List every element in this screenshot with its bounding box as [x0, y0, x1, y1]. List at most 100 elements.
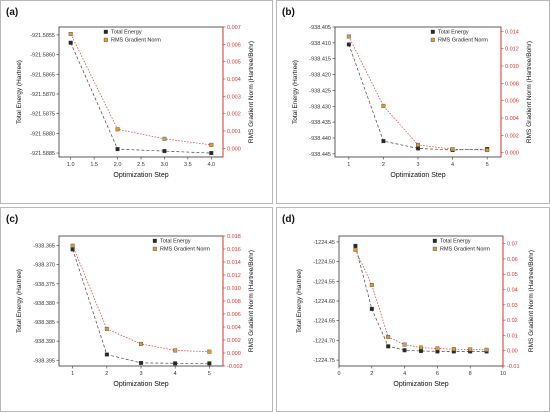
y-axis-label: Total Energy (Hartree) — [292, 60, 299, 124]
energy-point — [419, 349, 423, 353]
y-tick-label: -938.425 — [309, 88, 331, 94]
x-tick-label: 4 — [451, 162, 454, 168]
legend-marker — [152, 238, 157, 243]
legend-marker — [430, 37, 435, 42]
y2-tick-label: 0.006 — [505, 99, 519, 105]
y-tick-label: -1224.50 — [313, 260, 335, 266]
rms-point — [104, 327, 109, 331]
x-axis-label: Optimization Step — [393, 381, 448, 388]
energy-series-line — [348, 44, 488, 151]
energy-point — [68, 40, 73, 45]
energy-point — [207, 361, 212, 366]
x-tick-label: 1 — [347, 162, 350, 168]
y-tick-label: -921.5865 — [30, 72, 55, 78]
energy-point — [381, 139, 386, 144]
plot-frame — [334, 26, 502, 158]
rms-point — [419, 345, 423, 350]
x-tick-label: 6 — [436, 371, 439, 377]
energy-point — [139, 360, 143, 365]
legend-label: RMS Gradient Norm — [160, 247, 210, 253]
y2-tick-label: 0.004 — [227, 325, 241, 331]
y-tick-label: -938.375 — [33, 282, 55, 288]
rms-series-line — [348, 36, 488, 151]
x-tick-label: 5 — [486, 162, 489, 168]
y2-tick-label: 0.004 — [227, 77, 241, 83]
y2-axis-label: RMS Gradient Norm (Hartree/Bohr) — [248, 41, 255, 143]
y-tick-label: -1224.70 — [313, 338, 335, 344]
x-tick-label: 2.5 — [137, 162, 145, 168]
rms-point — [386, 334, 391, 339]
y2-tick-label: 0.002 — [505, 133, 519, 139]
energy-point — [369, 306, 374, 311]
legend-label: RMS Gradient Norm — [111, 38, 161, 44]
y2-tick-label: 0.012 — [505, 47, 519, 53]
legend-marker — [103, 37, 108, 42]
x-tick-label: 1.5 — [90, 162, 98, 168]
y2-tick-label: 0.014 — [227, 260, 241, 266]
rms-point — [70, 243, 75, 248]
rms-point — [346, 34, 351, 39]
y2-tick-label: 0.07 — [507, 242, 518, 248]
legend-marker — [432, 246, 437, 251]
rms-point — [402, 342, 407, 347]
x-tick-label: 3 — [139, 371, 142, 377]
panel-a: (a) 1.0 1.5 2.0 2.5 3.0 3.5 4.0 -921.5855 -921.58… — [0, 0, 273, 204]
energy-point — [346, 42, 351, 47]
panel-b: (b) 1 2 3 4 5 -938.405 -938.410 -938.415 -938.420… — [276, 0, 550, 204]
x-tick-label: 2 — [382, 162, 385, 168]
energy-point — [416, 146, 420, 151]
rms-point — [353, 247, 358, 252]
y2-tick-label: 0.000 — [505, 151, 519, 157]
y2-tick-label: 0.06 — [507, 257, 518, 263]
x-tick-label: 10 — [500, 371, 506, 377]
rms-series-line — [70, 33, 212, 146]
y2-tick-label: -0.01 — [507, 364, 520, 370]
y-tick-label: -938.440 — [309, 136, 331, 142]
legend-label: Total Energy — [111, 30, 142, 36]
y-tick-label: -938.405 — [309, 25, 331, 31]
rms-point — [468, 347, 473, 352]
y-tick-label: -921.5880 — [30, 131, 55, 137]
legend-label: RMS Gradient Norm — [438, 38, 488, 44]
rms-point — [207, 349, 212, 354]
rms-point — [484, 347, 489, 352]
x-tick-label: 5 — [208, 371, 211, 377]
x-tick-label: 0 — [337, 371, 340, 377]
rms-series-line — [72, 245, 210, 353]
chart-d: (d) 0 2 4 6 8 10 -1224.45 -1224.50 -1224.55 -1224.… — [282, 214, 535, 388]
rms-point — [173, 348, 178, 353]
y-tick-label: -938.395 — [33, 358, 55, 364]
x-tick-label: 3.5 — [184, 162, 192, 168]
y2-tick-label: 0.006 — [227, 312, 241, 318]
y2-tick-label: 0.014 — [505, 29, 519, 35]
panel-c: (c) 1 2 3 4 5 -938.365 -938.370 -938.375 -938.380… — [0, 207, 273, 412]
y-tick-label: -938.385 — [33, 320, 55, 326]
rms-point — [369, 282, 374, 287]
x-tick-label: 1 — [71, 371, 74, 377]
y2-tick-label: -0.002 — [227, 364, 243, 370]
y-tick-label: -1224.45 — [313, 240, 335, 246]
y2-tick-label: 0.018 — [227, 234, 241, 240]
x-tick-label: 3.0 — [161, 162, 169, 168]
energy-point — [402, 348, 407, 353]
energy-series-line — [355, 245, 487, 352]
energy-point — [115, 147, 120, 152]
x-axis-label: Optimization Step — [113, 172, 168, 179]
y-tick-label: -938.365 — [33, 244, 55, 250]
rms-point — [381, 103, 386, 108]
energy-point — [353, 243, 358, 248]
y-tick-label: -921.5855 — [30, 33, 55, 39]
y-tick-label: -938.445 — [309, 152, 331, 158]
y-tick-label: -938.370 — [33, 263, 55, 269]
y-axis-label: Total Energy (Hartree) — [296, 269, 303, 333]
legend-marker — [432, 238, 437, 243]
y2-tick-label: 0.007 — [227, 25, 241, 31]
y2-tick-label: 0.005 — [227, 60, 241, 66]
legend-marker — [152, 246, 157, 251]
panel-label: (a) — [6, 7, 18, 18]
y-tick-label: -938.380 — [33, 301, 55, 307]
y-tick-label: -1224.75 — [313, 358, 335, 364]
energy-point — [209, 151, 214, 156]
y-tick-label: -921.5860 — [30, 53, 55, 59]
